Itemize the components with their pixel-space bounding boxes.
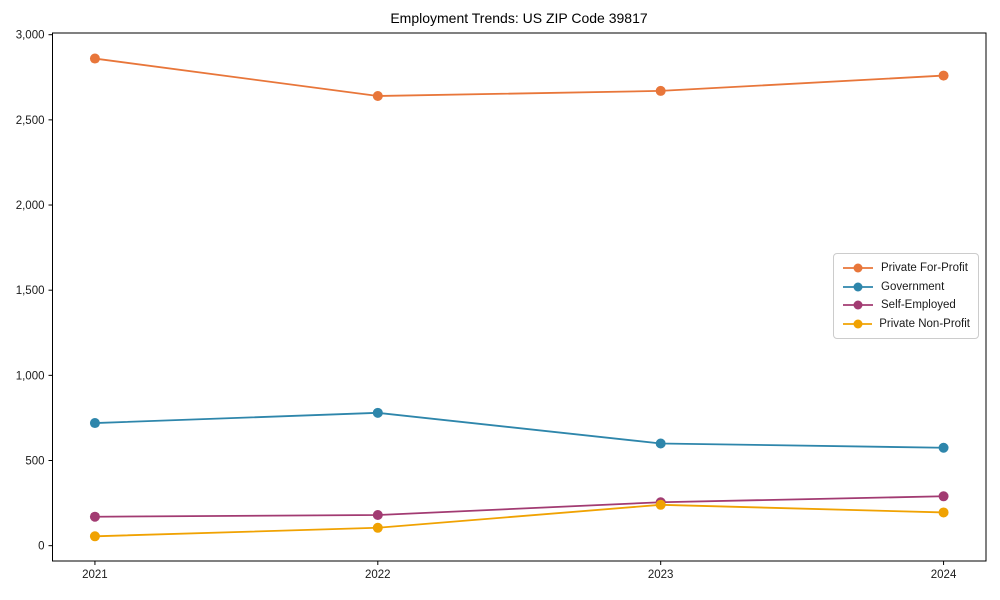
series-marker bbox=[655, 438, 666, 449]
series-line bbox=[94, 495, 944, 518]
x-tick-label: 2024 bbox=[931, 569, 957, 581]
series-marker bbox=[89, 418, 100, 429]
legend-item: Government bbox=[842, 278, 970, 297]
series-marker bbox=[938, 507, 949, 518]
legend-item: Private Non-Profit bbox=[842, 315, 970, 334]
series-marker bbox=[372, 407, 383, 418]
series-marker bbox=[655, 499, 666, 510]
series-marker bbox=[372, 91, 383, 102]
series-marker bbox=[89, 53, 100, 64]
x-tick-label: 2021 bbox=[82, 569, 108, 581]
series-marker bbox=[938, 491, 949, 502]
y-tick-label: 2,000 bbox=[16, 200, 45, 212]
legend-label: Government bbox=[881, 280, 945, 293]
y-tick-label: 0 bbox=[38, 541, 44, 553]
legend-marker-icon bbox=[843, 263, 873, 273]
legend-item: Private For-Profit bbox=[842, 259, 970, 278]
legend-label: Self-Employed bbox=[881, 299, 956, 312]
series-marker bbox=[938, 70, 949, 81]
axes-spines bbox=[52, 32, 987, 562]
series-marker bbox=[89, 511, 100, 522]
legend-marker-icon bbox=[843, 300, 873, 310]
legend-marker-icon bbox=[843, 282, 873, 292]
y-tick-label: 2,500 bbox=[16, 115, 45, 127]
series-marker bbox=[372, 522, 383, 533]
legend-label: Private For-Profit bbox=[881, 262, 968, 275]
legend-item: Self-Employed bbox=[842, 296, 970, 315]
series-line bbox=[94, 411, 944, 449]
y-tick-label: 1,000 bbox=[16, 370, 45, 382]
chart-title: Employment Trends: US ZIP Code 39817 bbox=[390, 10, 648, 26]
x-tick-label: 2023 bbox=[648, 569, 674, 581]
series-marker bbox=[655, 85, 666, 96]
y-tick-label: 1,500 bbox=[16, 285, 45, 297]
x-tick-label: 2022 bbox=[365, 569, 391, 581]
legend-label: Private Non-Profit bbox=[879, 317, 970, 330]
series-line bbox=[94, 57, 944, 97]
legend: Private For-Profit Government Self-Employe… bbox=[833, 253, 979, 339]
series-line bbox=[94, 503, 944, 538]
legend-marker-icon bbox=[843, 319, 873, 329]
y-tick-label: 500 bbox=[25, 456, 44, 468]
series-marker bbox=[89, 531, 100, 542]
series-marker bbox=[372, 510, 383, 521]
series-marker bbox=[938, 442, 949, 453]
y-tick-label: 3,000 bbox=[16, 30, 45, 42]
